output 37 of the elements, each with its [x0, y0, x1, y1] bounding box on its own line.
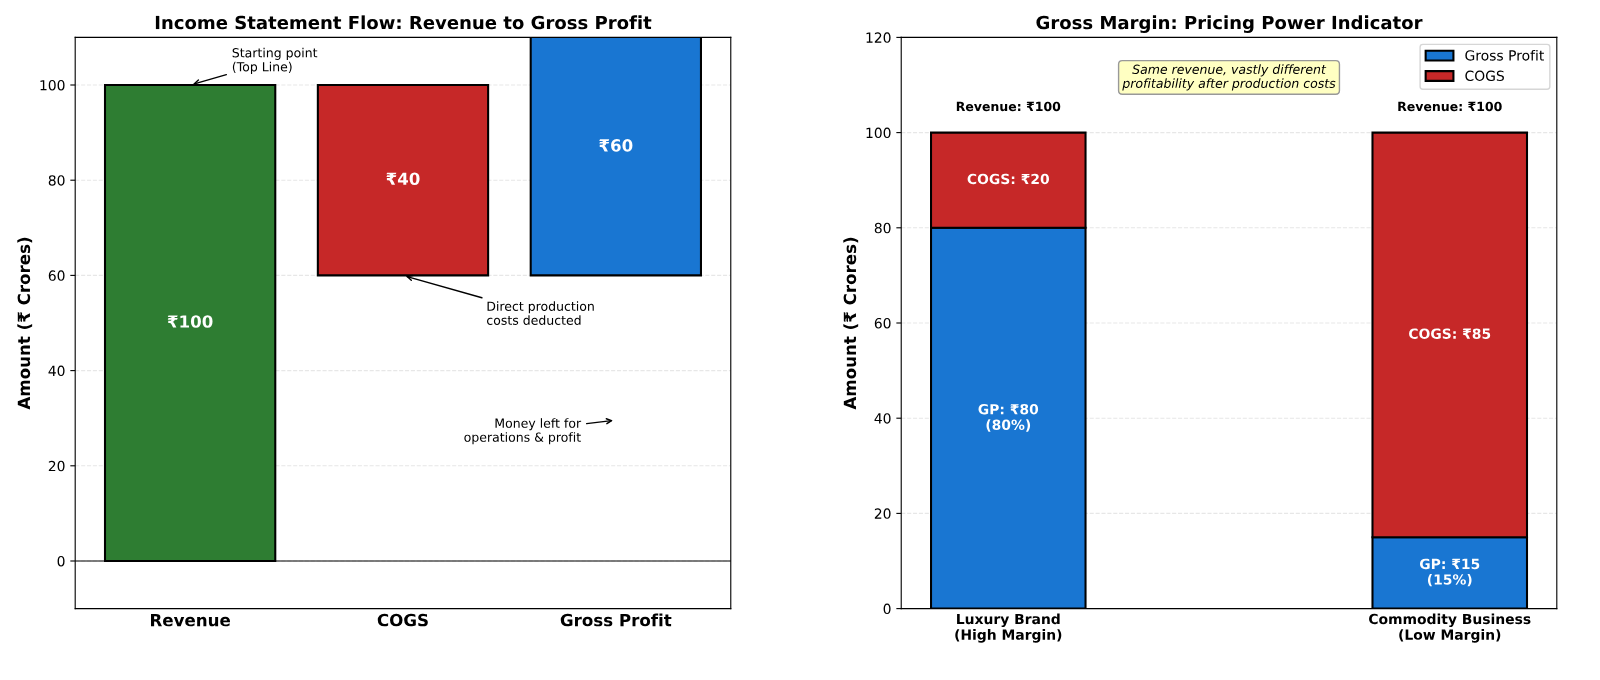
y-tick-label: 20 [48, 460, 65, 472]
y-axis-title: Amount (₹ Crores) [17, 237, 33, 410]
data-label: GP: ₹15 (15%) [1419, 558, 1480, 587]
y-tick-label: 40 [48, 365, 65, 377]
annotation: Starting point (Top Line) [232, 47, 318, 74]
legend-label: COGS [1465, 70, 1504, 82]
y-tick-label: 60 [874, 317, 891, 329]
y-tick-label: 100 [866, 127, 891, 139]
x-tick-label: Luxury Brand (High Margin) [955, 613, 1062, 643]
annotation: Same revenue, vastly different profitability after production costs [1122, 64, 1336, 91]
y-tick-label: 40 [874, 413, 891, 424]
y-tick-label: 80 [48, 175, 65, 186]
total-label: Revenue: ₹100 [1398, 101, 1502, 112]
x-tick-label: Commodity Business (Low Margin) [1369, 613, 1531, 643]
data-label: COGS: ₹20 [967, 173, 1050, 185]
data-label: COGS: ₹85 [1409, 328, 1491, 339]
y-tick-label: 20 [874, 508, 891, 519]
y-tick-label: 120 [866, 32, 891, 43]
chart-title: Gross Margin: Pricing Power Indicator [1036, 15, 1423, 33]
chart-title: Income Statement Flow: Revenue to Gross Profit [155, 15, 652, 30]
annotation: Direct production costs deducted [487, 301, 594, 325]
legend-label: Gross Profit [1465, 49, 1544, 61]
annotation: Money left for operations & profit [464, 418, 582, 445]
data-label: ₹100 [167, 315, 213, 328]
y-tick-label: 100 [40, 79, 65, 91]
x-tick-label: Revenue [151, 613, 230, 627]
y-tick-label: 0 [883, 603, 891, 615]
y-tick-label: 80 [874, 222, 891, 234]
y-tick-label: 0 [57, 555, 65, 567]
x-tick-label: Gross Profit [560, 613, 672, 627]
data-label: GP: ₹80 (80%) [978, 403, 1039, 432]
data-label: ₹40 [386, 172, 420, 186]
total-label: Revenue: ₹100 [956, 101, 1061, 112]
y-tick-label: 60 [48, 270, 65, 281]
x-tick-label: COGS [377, 613, 428, 627]
y-axis-title: Amount (₹ Crores) [843, 237, 859, 410]
data-label: ₹60 [599, 139, 633, 152]
